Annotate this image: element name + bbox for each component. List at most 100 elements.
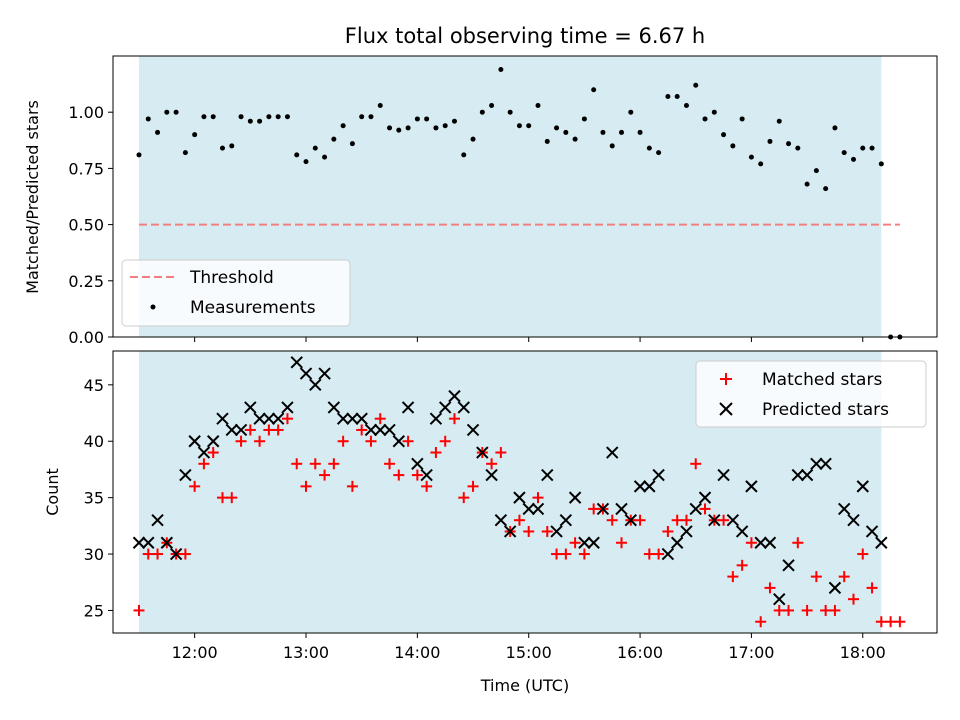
matched-star-point [894,616,906,628]
predicted-star-point [838,502,851,516]
measurement-point [192,132,198,138]
matched-star-point [374,413,386,425]
matched-star-point [699,503,711,515]
measurement-point [210,114,216,120]
predicted-star-point [661,547,675,561]
predicted-star-point [401,401,415,414]
predicted-star-point [596,502,610,516]
x-tick-label: 18:00 [840,643,886,662]
top-legend: Threshold Measurements [121,259,351,327]
predicted-star-point [253,412,266,425]
predicted-star-point [476,446,489,459]
matched-star-point [773,604,785,616]
measurement-point [229,143,235,149]
matched-star-point [801,604,813,616]
matched-star-point [467,480,479,492]
measurement-point [767,138,773,144]
measurement-point [219,145,225,151]
measurement-point [841,150,847,156]
measurement-point [860,145,866,151]
matched-star-point [634,514,646,526]
predicted-star-point [643,480,656,493]
predicted-star-point [791,468,805,482]
predicted-star-point [392,435,406,448]
bottom-legend-box [695,360,927,428]
measurement-point [619,129,625,135]
predicted-star-point [179,468,192,482]
predicted-star-point [355,412,368,425]
measurement-point [266,114,272,120]
x-tick-label: 15:00 [506,643,552,662]
predicted-star-point [615,502,628,516]
predicted-star-point [448,389,461,403]
predicted-star-point [541,468,554,482]
measurement-point [748,154,754,160]
predicted-star-point [271,412,285,425]
predicted-star-point [726,513,740,527]
predicted-star-point [169,547,183,561]
matched-star-point [820,604,832,616]
measurement-point [693,82,699,88]
measurement-point [294,152,300,158]
measurement-point [461,152,467,158]
matched-star-point [142,548,154,560]
matched-star-point [736,559,748,571]
measurements-series [136,66,903,340]
matched-star-point [328,458,340,470]
measurement-point [516,123,522,129]
measurement-point [303,159,309,165]
matched-star-point [662,525,674,537]
predicted-star-point [568,491,582,504]
predicted-star-point [652,468,665,482]
matched-star-point [198,458,210,470]
predicted-star-point [346,412,359,425]
top-y-axis-label: Matched/Predicted stars [23,100,42,294]
matched-star-point [254,435,266,447]
predicted-star-point [782,559,795,572]
measurement-point [247,118,253,124]
top-panel: 0.00 0.25 0.50 0.75 1.00 Flux total observin… [23,24,938,347]
measurement-point [683,102,689,108]
measurement-point [322,154,328,160]
measurement-point [201,114,207,120]
measurement-point [470,136,476,142]
measurement-point [721,132,727,138]
predicted-star-point [856,480,869,493]
predicted-star-point [624,513,637,527]
measurement-point [275,114,281,120]
measurement-point [451,118,457,124]
predicted-star-point [290,356,303,369]
predicted-star-point [207,435,220,448]
x-axis-label: Time (UTC) [480,676,569,695]
measurement-point [359,114,365,120]
measurement-point [795,145,801,151]
predicted-star-point [819,457,832,471]
measurement-point [164,109,170,115]
predicted-star-point [244,401,257,414]
matched-star-point [235,435,247,447]
matched-star-point [643,548,655,560]
matched-star-point [541,525,553,537]
predicted-star-point [383,423,396,437]
legend-predicted-swatch [719,402,733,416]
bottom-y-tick-label: 30 [84,545,104,564]
bottom-y-axis-label: Count [43,468,62,516]
matched-star-point [606,514,618,526]
measurement-point [433,125,439,131]
measurement-point [609,143,615,149]
legend-predicted-label: Predicted stars [762,400,889,420]
predicted-star-point [587,536,600,549]
legend-measurements-swatch [150,304,156,310]
matched-star-point [495,447,507,459]
bottom-y-tick-label: 35 [84,489,104,508]
matched-star-point [745,537,757,549]
predicted-star-point [606,446,619,459]
predicted-star-point [142,536,155,549]
predicted-star-point [411,457,424,471]
predicted-star-point [875,536,888,549]
matched-star-point [588,503,600,515]
measurement-point [368,114,374,120]
matched-star-point [384,458,396,470]
matched-star-point [671,514,683,526]
matched-star-point [551,548,563,560]
